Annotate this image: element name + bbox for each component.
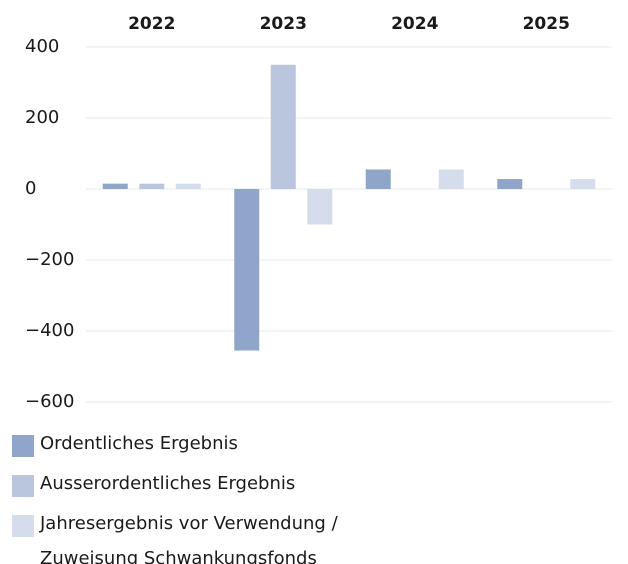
- bar: [438, 169, 464, 189]
- legend-item: Ausserordentliches Ergebnis: [12, 472, 532, 501]
- y-tick-label: 200: [25, 107, 59, 128]
- legend-item: Ordentliches Ergebnis: [12, 432, 532, 461]
- x-tick-label: 2025: [523, 14, 570, 34]
- legend-label: Ordentliches Ergebnis: [40, 433, 238, 454]
- bar: [102, 183, 128, 189]
- y-tick-label: −600: [25, 391, 74, 412]
- y-tick-label: −200: [25, 249, 74, 270]
- y-tick-label: 400: [25, 36, 59, 57]
- plot: −600 −400 −200 0 200 400 2022 2023 2024 2025: [25, 14, 612, 412]
- legend-swatch: [12, 435, 34, 457]
- legend-swatch: [12, 515, 34, 537]
- bar: [570, 179, 596, 189]
- legend: Ordentliches Ergebnis Ausserordentliches …: [12, 432, 532, 564]
- bar: [270, 64, 296, 189]
- bar: [175, 183, 201, 189]
- x-tick-label: 2022: [128, 14, 175, 34]
- x-tick-label: 2024: [391, 14, 438, 34]
- x-tick-label: 2023: [260, 14, 307, 34]
- y-tick-label: −400: [25, 320, 74, 341]
- bar: [307, 189, 333, 225]
- bar: [497, 179, 523, 189]
- bar: [139, 183, 165, 189]
- legend-swatch: [12, 475, 34, 497]
- legend-item: Jahresergebnis vor Verwendung / Zuweisun…: [12, 512, 532, 564]
- legend-label: Ausserordentliches Ergebnis: [40, 473, 296, 494]
- y-tick-label: 0: [25, 178, 36, 199]
- bar: [234, 189, 260, 351]
- legend-label: Jahresergebnis vor Verwendung / Zuweisun…: [40, 513, 338, 564]
- bar: [365, 169, 391, 189]
